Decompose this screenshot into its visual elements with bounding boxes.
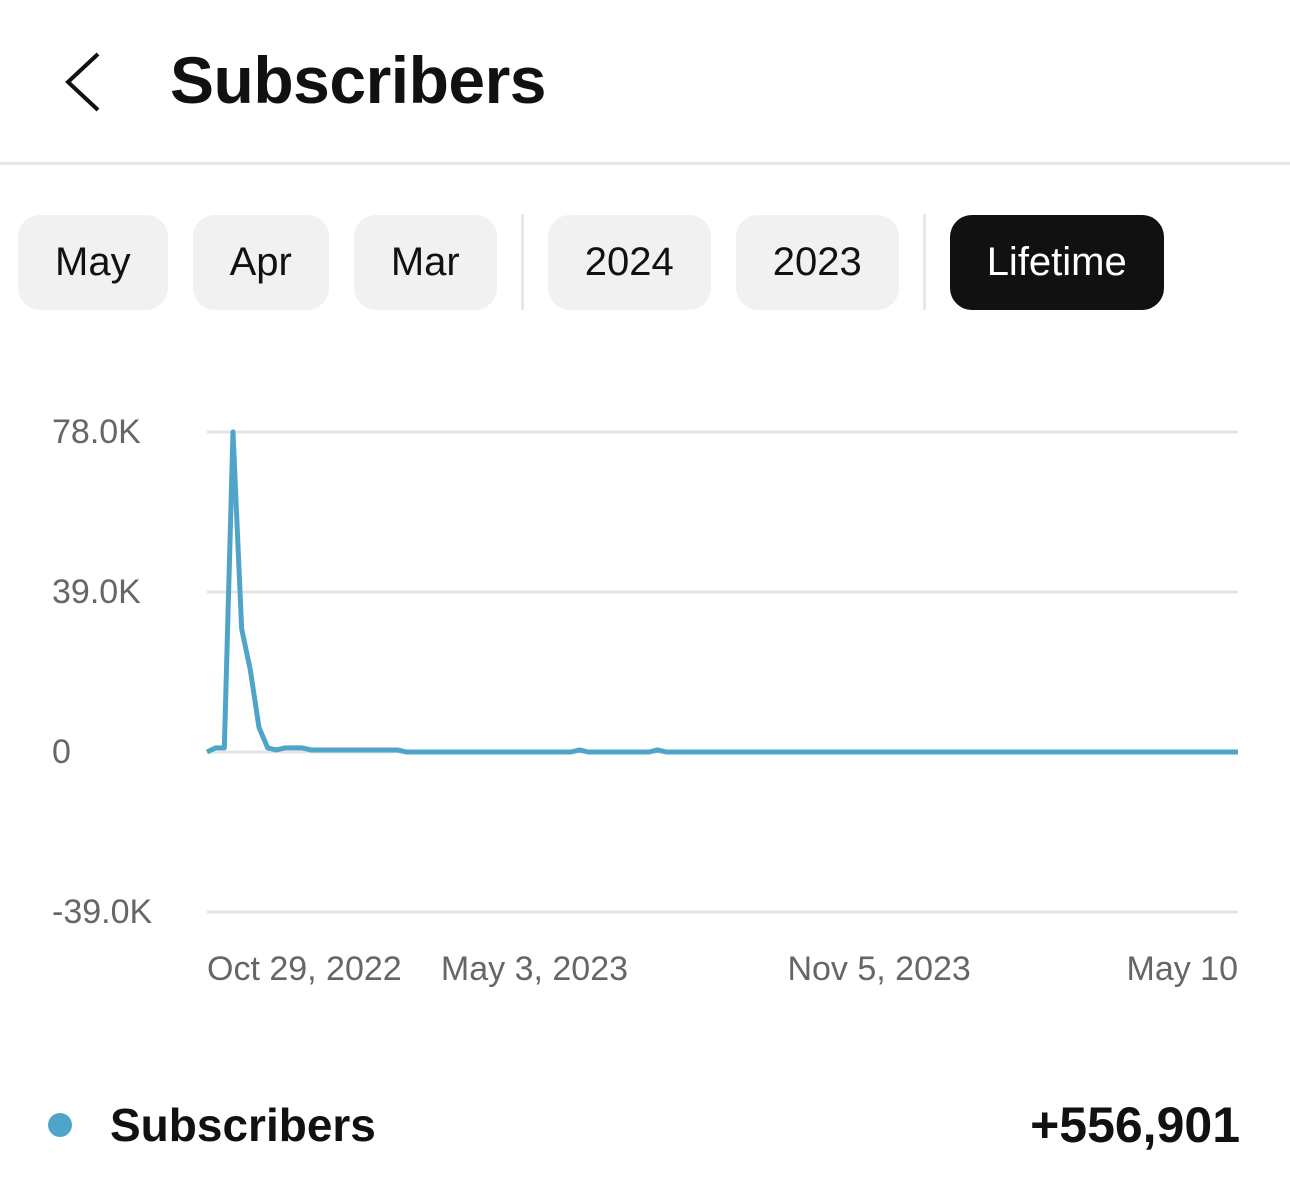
legend-row: Subscribers +556,901 xyxy=(0,1090,1290,1160)
period-tabs: May Apr Mar 2024 2023 Lifetime xyxy=(18,214,1164,310)
divider xyxy=(0,162,1290,165)
page-title: Subscribers xyxy=(170,43,547,117)
x-tick-label: May 10 xyxy=(1127,950,1239,988)
tab[interactable]: Mar xyxy=(353,214,497,310)
tab[interactable]: Lifetime xyxy=(949,214,1164,310)
chart: 78.0K 39.0K 0 -39.0K Oct 29, 2022 May 3, 2023… xyxy=(52,413,1239,988)
y-tick-label: 78.0K xyxy=(52,413,141,451)
tab-group: Lifetime xyxy=(949,214,1164,310)
tab-separator xyxy=(520,214,524,310)
total-value: +556,901 xyxy=(1030,1097,1240,1153)
tab[interactable]: 2023 xyxy=(735,214,899,310)
legend-marker xyxy=(48,1113,72,1137)
back-button[interactable] xyxy=(60,50,104,114)
x-tick-label: Oct 29, 2022 xyxy=(207,950,402,988)
tab[interactable]: Apr xyxy=(192,214,329,310)
tab-separator xyxy=(922,214,926,310)
x-tick-label: May 3, 2023 xyxy=(441,950,628,988)
tab[interactable]: 2024 xyxy=(547,214,711,310)
tab-group: May Apr Mar xyxy=(18,214,497,310)
y-tick-label: 0 xyxy=(52,733,71,771)
legend-label: Subscribers xyxy=(110,1099,376,1151)
tab-group: 2024 2023 xyxy=(547,214,899,310)
data-line xyxy=(205,429,1238,755)
tab[interactable]: May xyxy=(18,214,168,310)
back-chevron xyxy=(65,52,100,112)
y-tick-label: -39.0K xyxy=(52,893,152,931)
x-tick-label: Nov 5, 2023 xyxy=(787,950,970,988)
y-tick-label: 39.0K xyxy=(52,573,141,611)
